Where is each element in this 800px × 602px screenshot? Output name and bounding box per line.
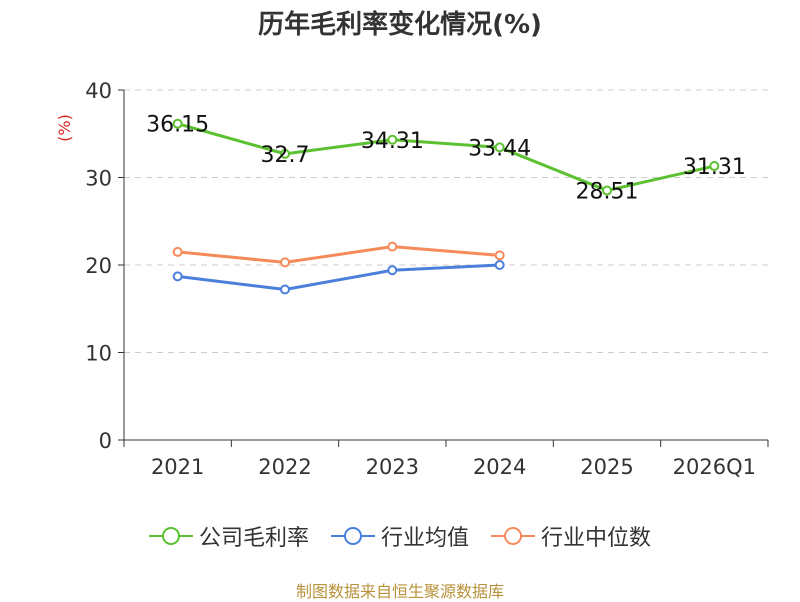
data-point	[280, 257, 290, 268]
data-point	[602, 185, 612, 196]
data-label: 32.7	[261, 143, 310, 168]
legend: 公司毛利率 行业均值 行业中位数	[0, 520, 800, 552]
y-tick-label: 40	[85, 79, 112, 103]
series-line-2	[177, 245, 500, 264]
x-tick-label: 2022	[258, 455, 311, 479]
grid-layer	[124, 89, 768, 353]
data-point	[709, 161, 720, 172]
y-tick-label: 20	[85, 254, 112, 278]
data-point	[280, 148, 290, 159]
legend-avg-line-icon	[330, 527, 375, 545]
series-line-1	[177, 263, 500, 292]
data-label: 36.15	[146, 113, 209, 138]
data-point	[387, 265, 398, 276]
legend-company-label: 公司毛利率	[198, 526, 309, 551]
x-tick-label: 2026Q1	[673, 455, 756, 479]
data-label: 28.51	[576, 180, 639, 205]
data-label: 33.44	[468, 136, 531, 161]
y-tick-label: 10	[85, 342, 112, 366]
chart-title: 历年毛利率变化情况(%)	[258, 10, 542, 40]
legend-median-label: 行业中位数	[541, 526, 652, 551]
y-tick-label: 30	[85, 167, 112, 191]
legend-company-line-icon	[148, 527, 193, 545]
x-tick-label: 2024	[473, 455, 526, 479]
data-point	[494, 250, 505, 261]
x-tick-label: 2025	[580, 455, 633, 479]
legend-item-median[interactable]: 行业中位数	[491, 520, 651, 552]
data-label: 31.31	[683, 155, 746, 180]
data-point	[387, 134, 398, 145]
y-tick-label: 0	[99, 429, 112, 453]
data-point	[172, 118, 183, 129]
data-label: 34.31	[361, 129, 424, 154]
data-point	[494, 142, 505, 153]
legend-median-line-icon	[491, 527, 535, 545]
x-tick-label: 2021	[151, 455, 204, 479]
legend-avg-label: 行业均值	[380, 526, 469, 551]
data-point	[172, 246, 183, 257]
data-point	[494, 260, 505, 270]
legend-item-avg[interactable]: 行业均值	[330, 520, 469, 552]
y-axis-unit-label: (%)	[55, 114, 74, 142]
data-point	[280, 284, 290, 295]
series-line-0	[177, 122, 715, 193]
axis-layer: 0 10 20 30 40 2021 2022 2023 2024 2025 2026Q1 (%)	[55, 79, 769, 479]
legend-item-company[interactable]: 公司毛利率	[148, 520, 309, 552]
data-point	[387, 241, 398, 252]
label-layer: 36.15 32.7 34.31 33.44 28.51 31.31	[146, 113, 746, 205]
source-note: 制图数据来自恒生聚源数据库	[295, 582, 504, 601]
x-tick-label: 2023	[366, 455, 419, 479]
data-point	[172, 271, 183, 282]
series-layer	[172, 118, 720, 295]
